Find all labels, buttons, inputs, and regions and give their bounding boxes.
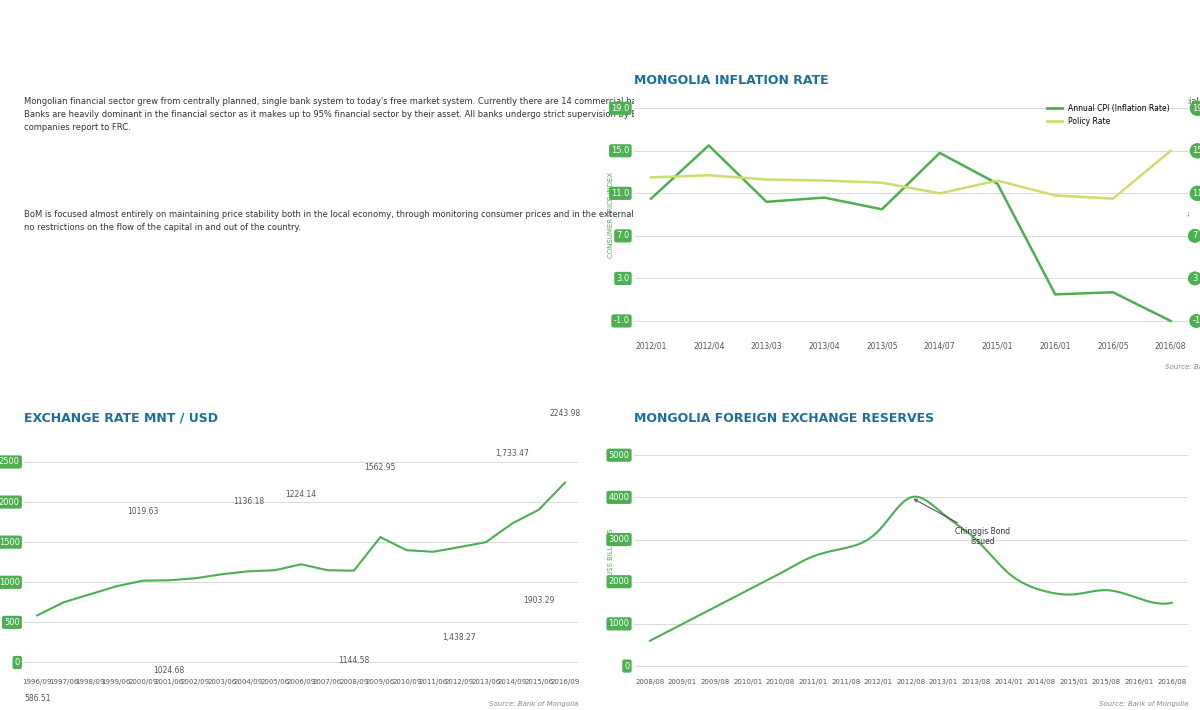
Text: 500: 500 (4, 618, 20, 627)
Text: 1224.14: 1224.14 (286, 491, 317, 499)
Text: 1019.63: 1019.63 (127, 507, 158, 515)
Text: 586.51: 586.51 (24, 694, 50, 704)
Text: 7.0: 7.0 (617, 231, 630, 241)
Text: 0: 0 (14, 658, 20, 667)
Text: 11.0: 11.0 (611, 189, 630, 198)
Text: Mongolian financial sector grew from centrally planned, single bank system to to: Mongolian financial sector grew from cen… (24, 97, 1199, 132)
Text: 7: 7 (1192, 231, 1198, 241)
Text: MONGOLIA FOREIGN EXCHANGE RESERVES: MONGOLIA FOREIGN EXCHANGE RESERVES (634, 412, 934, 425)
Text: 0: 0 (624, 662, 630, 670)
Text: MongolianProperties: MongolianProperties (1074, 42, 1198, 52)
Text: 1,733.47: 1,733.47 (496, 449, 529, 459)
Text: 1000: 1000 (0, 578, 20, 586)
Y-axis label: CONSUMER PRICE INDEX: CONSUMER PRICE INDEX (608, 172, 614, 258)
Text: 3000: 3000 (608, 535, 630, 544)
Text: 19.0: 19.0 (611, 104, 630, 113)
Text: 3.0: 3.0 (617, 274, 630, 283)
Text: 15: 15 (1192, 146, 1200, 155)
Text: MONGOLIA INFLATION RATE: MONGOLIA INFLATION RATE (634, 74, 828, 87)
Text: 1144.58: 1144.58 (338, 657, 370, 665)
Text: 1903.29: 1903.29 (523, 596, 554, 605)
Text: 4000: 4000 (608, 493, 630, 502)
Text: 2000: 2000 (608, 577, 630, 586)
Text: 1024.68: 1024.68 (154, 666, 185, 675)
Text: 2500: 2500 (0, 457, 20, 466)
Text: Source: Bank of Mongolia: Source: Bank of Mongolia (1099, 701, 1188, 707)
Text: -1: -1 (1192, 317, 1200, 325)
Text: 3: 3 (1192, 274, 1198, 283)
Text: 1,438.27: 1,438.27 (443, 633, 476, 642)
Text: 1000: 1000 (608, 619, 630, 628)
Text: Infographic brought to you by: Infographic brought to you by (888, 42, 1046, 52)
Text: Chinggis Bond
Issued: Chinggis Bond Issued (914, 499, 1010, 546)
Text: 2243.98: 2243.98 (550, 408, 581, 417)
Text: 15.0: 15.0 (611, 146, 630, 155)
Text: 1136.18: 1136.18 (233, 498, 264, 506)
Text: -1.0: -1.0 (613, 317, 630, 325)
Text: Source: Bank of Mongolia: Source: Bank of Mongolia (488, 701, 578, 707)
Text: 11: 11 (1192, 189, 1200, 198)
Text: 1562.95: 1562.95 (365, 463, 396, 472)
Text: Source: Bank of Mongolia: Source: Bank of Mongolia (1165, 364, 1200, 370)
Text: 2000: 2000 (0, 498, 20, 506)
Text: 19: 19 (1192, 104, 1200, 113)
Text: MONETARY POLICY IN MONGOLIA: MONETARY POLICY IN MONGOLIA (24, 33, 592, 61)
Text: EXCHANGE RATE MNT / USD: EXCHANGE RATE MNT / USD (24, 412, 218, 425)
Text: BoM is focused almost entirely on maintaining price stability both in the local : BoM is focused almost entirely on mainta… (24, 209, 1189, 231)
Legend: Annual CPI (Inflation Rate), Policy Rate: Annual CPI (Inflation Rate), Policy Rate (1044, 101, 1174, 129)
Y-axis label: USS BILLIONS: USS BILLIONS (608, 528, 614, 576)
Text: 1500: 1500 (0, 537, 20, 547)
Text: 5000: 5000 (608, 451, 630, 459)
